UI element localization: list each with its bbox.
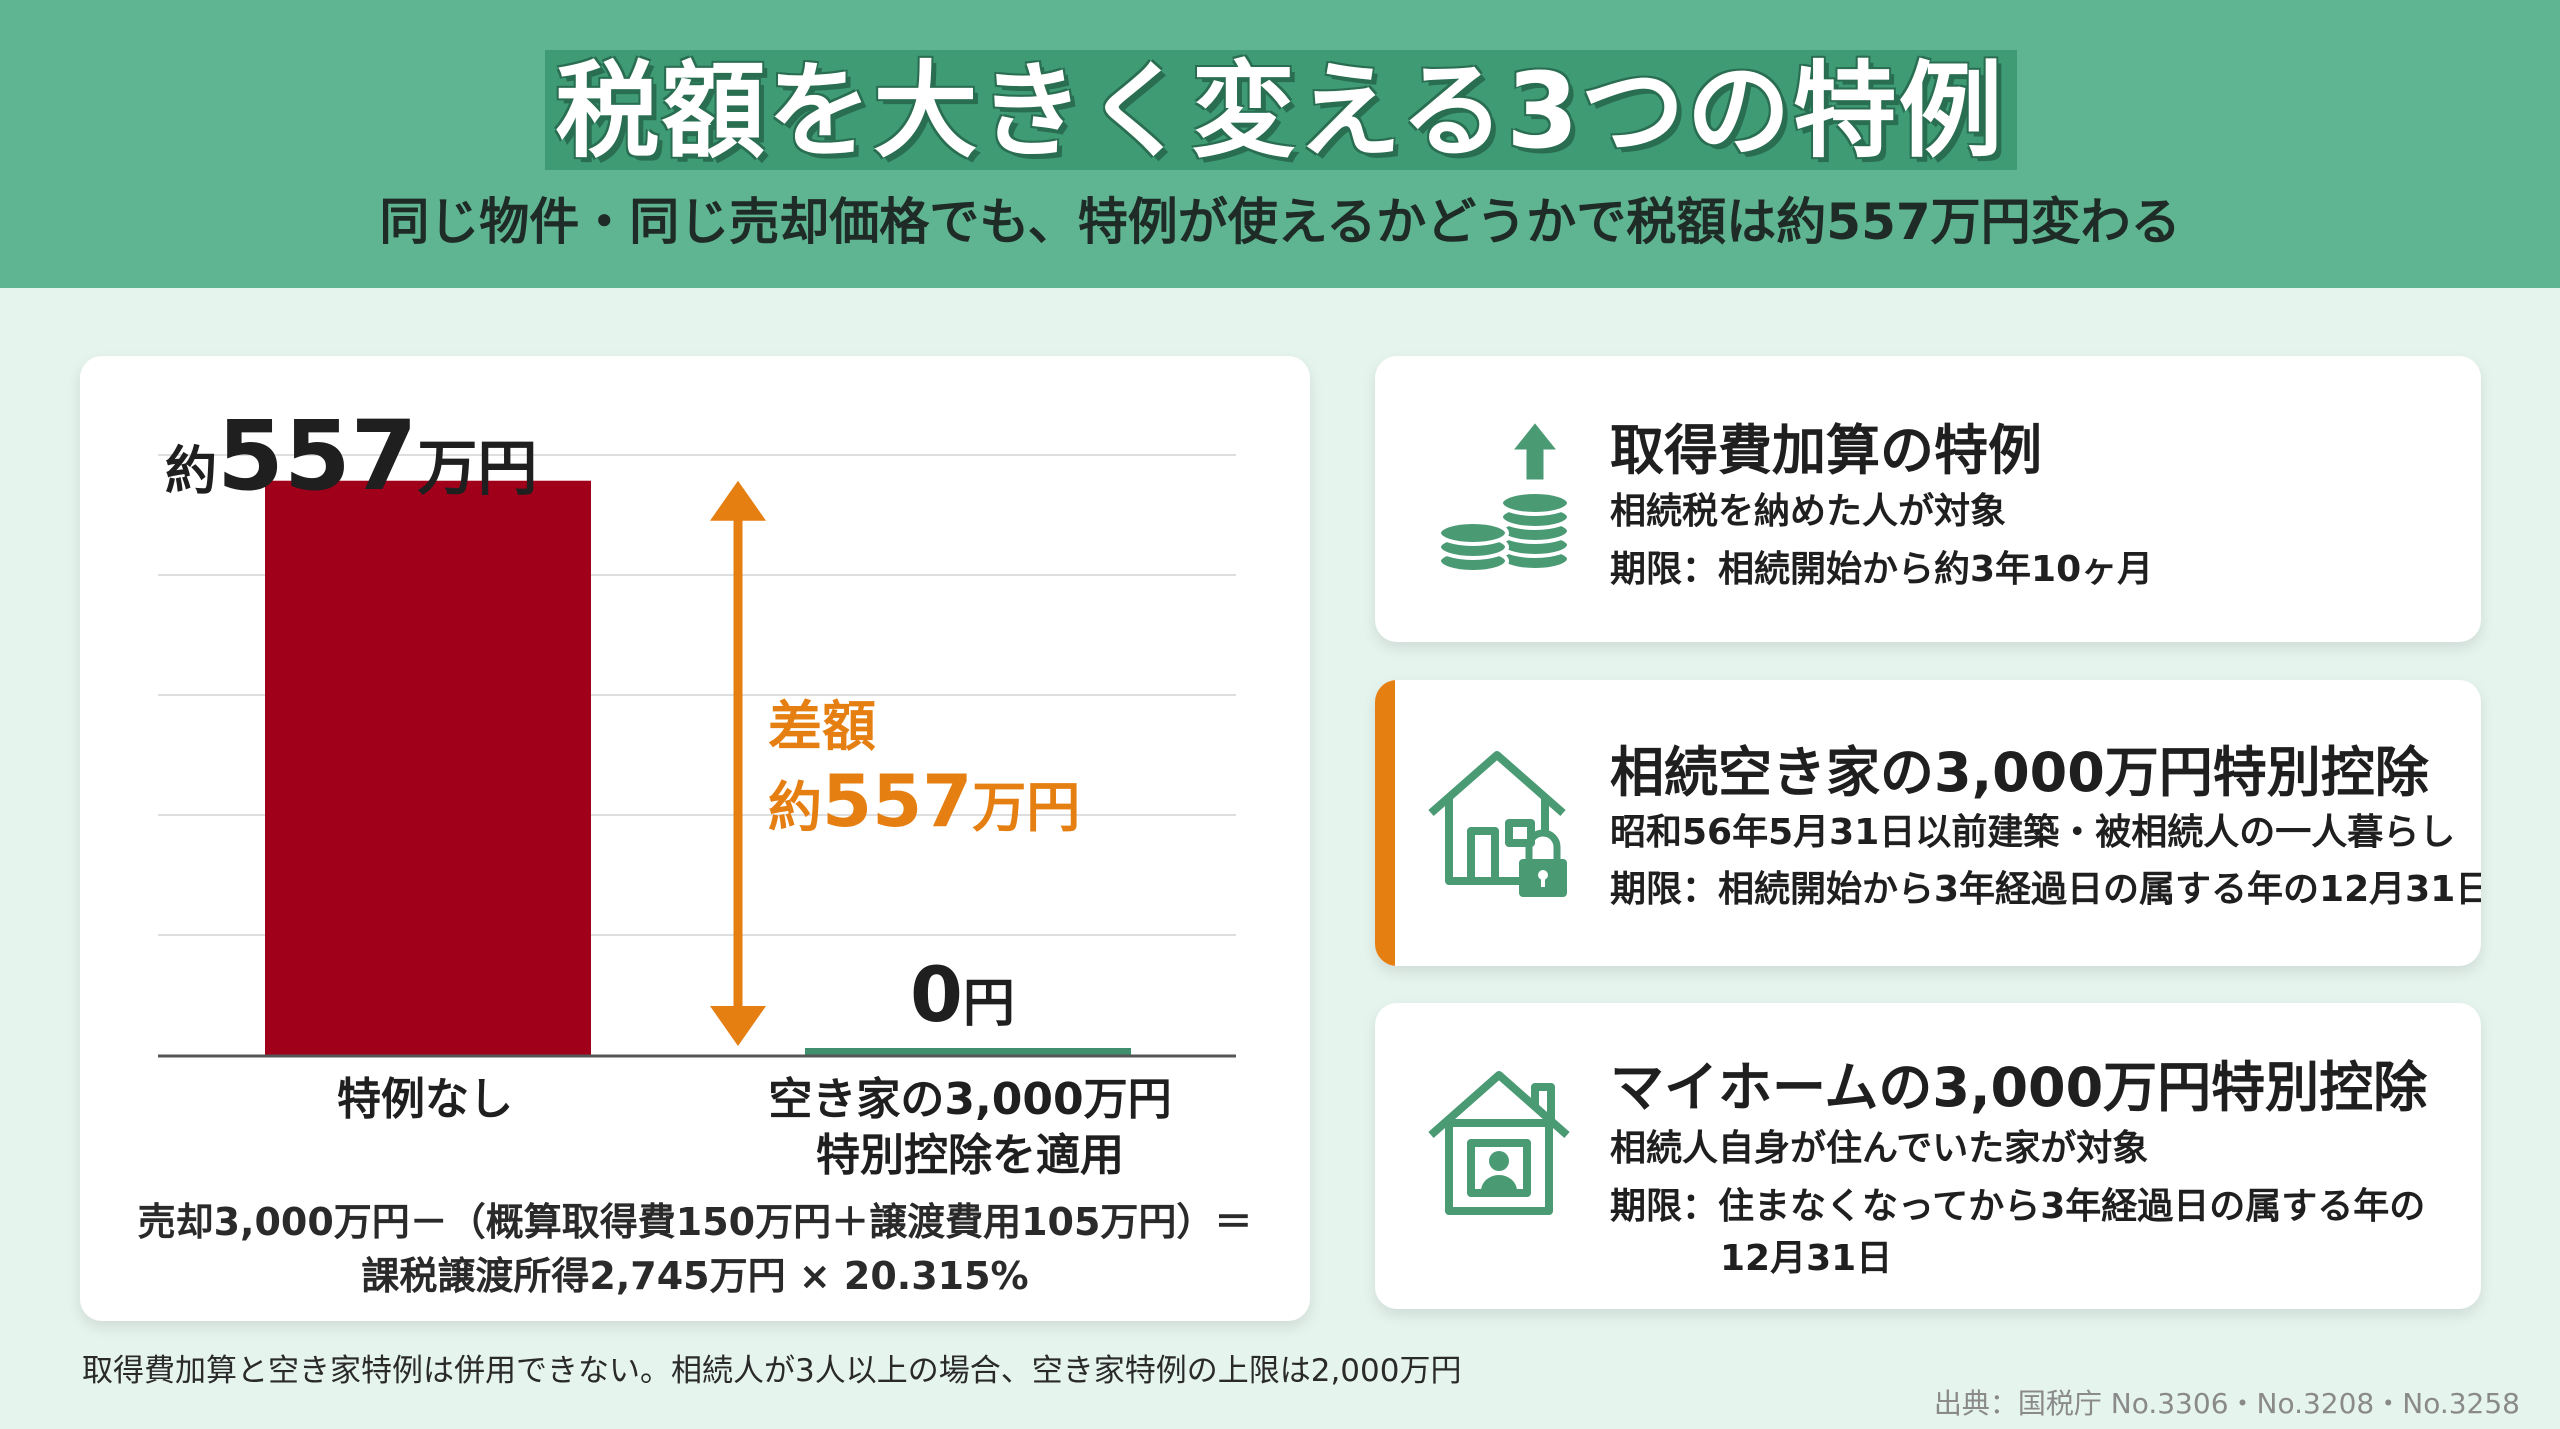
- category-label-no-special: 特例なし: [285, 1072, 565, 1128]
- category-line: 特例なし: [337, 1074, 513, 1125]
- card-line: 期限：相続開始から約3年10ヶ月: [1610, 549, 2154, 590]
- card-line: 期限：相続開始から3年経過日の属する年の12月31日: [1610, 869, 2481, 910]
- card-line: 昭和56年5月31日以前建築・被相続人の一人暮らし: [1610, 812, 2456, 853]
- category-line: 空き家の3,000万円: [768, 1074, 1172, 1125]
- house-lock-icon: [1428, 751, 1567, 897]
- card-title: 相続空き家の3,000万円特別控除: [1610, 741, 2429, 804]
- source-citation: 出典：国税庁 No.3306・No.3208・No.3258: [1933, 1387, 2520, 1420]
- formula-line-1: 売却3,000万円－（概算取得費150万円＋譲渡費用105万円）＝: [137, 1200, 1253, 1244]
- difference-arrow-head-down: [710, 1006, 766, 1046]
- card-line: 期限：住まなくなってから3年経過日の属する年の: [1610, 1186, 2426, 1227]
- difference-prefix: 約: [768, 776, 822, 839]
- value-number: 0: [910, 950, 963, 1039]
- coins-up-icon: [1437, 418, 1571, 574]
- card-title: マイホームの3,000万円特別控除: [1610, 1056, 2428, 1119]
- value-number: 557: [217, 400, 418, 512]
- card-line: 12月31日: [1720, 1238, 1893, 1279]
- house-person-icon: [1428, 1071, 1570, 1215]
- difference-title: 差額: [768, 695, 876, 758]
- card-line: 相続税を納めた人が対象: [1610, 491, 2007, 532]
- category-label-special: 空き家の3,000万円 特別控除を適用: [745, 1072, 1195, 1184]
- value-unit: 万円: [417, 434, 538, 504]
- difference-annotation: 差額 約557万円: [768, 690, 1080, 858]
- value-prefix: 約: [165, 442, 218, 502]
- special-card-acquisition-cost: 取得費加算の特例 相続税を納めた人が対象 期限：相続開始から約3年10ヶ月: [1375, 356, 2481, 642]
- title-band: [545, 50, 2017, 170]
- difference-arrow-head-up: [710, 480, 766, 521]
- footnote: 取得費加算と空き家特例は併用できない。相続人が3人以上の場合、空き家特例の上限は…: [82, 1353, 1462, 1389]
- card-title: 取得費加算の特例: [1610, 419, 2042, 482]
- formula-line-2: 課税譲渡所得2,745万円 × 20.315%: [361, 1254, 1029, 1298]
- bar-value-label-no-special: 約557万円: [165, 400, 537, 512]
- category-line: 特別控除を適用: [816, 1130, 1124, 1181]
- difference-number: 557: [822, 759, 973, 843]
- page-title: 税額を大きく変える3つの特例: [555, 50, 2005, 172]
- value-unit: 円: [962, 974, 1015, 1034]
- difference-unit: 万円: [972, 776, 1081, 839]
- card-line: 相続人自身が住んでいた家が対象: [1610, 1128, 2149, 1169]
- highlight-accent-bar: [1375, 680, 1395, 966]
- page-subtitle: 同じ物件・同じ売却価格でも、特例が使えるかどうかで税額は約557万円変わる: [379, 193, 2181, 251]
- bar-value-label-special: 0円: [910, 950, 1015, 1039]
- special-card-my-home: マイホームの3,000万円特別控除 相続人自身が住んでいた家が対象 期限：住まな…: [1375, 1003, 2481, 1309]
- tax-formula: 売却3,000万円－（概算取得費150万円＋譲渡費用105万円）＝ 課税譲渡所得…: [80, 1195, 1310, 1303]
- bar-1: [805, 1048, 1131, 1056]
- bar-0: [265, 480, 591, 1056]
- special-card-vacant-house: 相続空き家の3,000万円特別控除 昭和56年5月31日以前建築・被相続人の一人…: [1375, 680, 2481, 966]
